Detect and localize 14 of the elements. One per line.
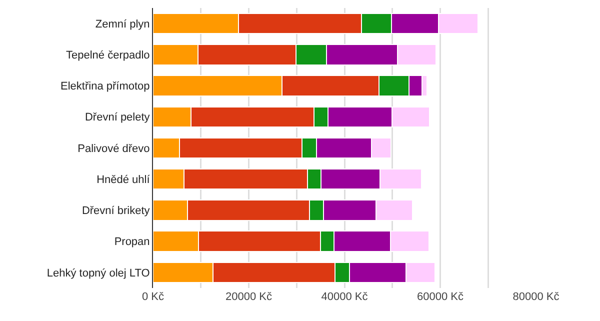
- y-tick-label: Palivové dřevo: [78, 142, 150, 155]
- x-tick-label: 40000 Kč: [321, 291, 368, 303]
- y-tick-label: Lehký topný olej LTO: [46, 267, 150, 280]
- y-tick-label: Propan: [114, 236, 150, 248]
- y-tick-label: Tepelné čerpadlo: [66, 50, 150, 62]
- x-tick-label: 80000 Kč: [512, 291, 560, 303]
- y-tick-label: Dřevní brikety: [82, 205, 150, 218]
- y-tick-label: Hnědé uhlí: [96, 174, 151, 186]
- x-tick-label: 0 Kč: [142, 291, 165, 303]
- y-tick-label: Elektřina přímotop: [60, 80, 150, 93]
- x-tick-label: 20000 Kč: [226, 291, 272, 303]
- x-tick-label: 60000 Kč: [417, 291, 464, 303]
- y-tick-label: Zemní plyn: [95, 18, 150, 30]
- y-tick-label: Dřevní pelety: [84, 112, 150, 124]
